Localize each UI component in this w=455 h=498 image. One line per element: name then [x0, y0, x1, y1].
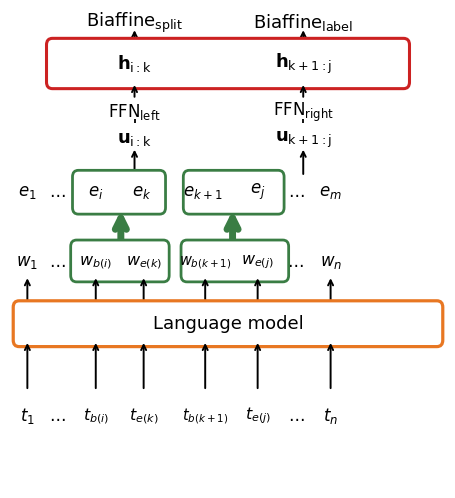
FancyBboxPatch shape [13, 301, 442, 347]
Text: $e_i$: $e_i$ [88, 183, 103, 201]
Text: $\mathbf{u}_{\mathregular{k+1:j}}$: $\mathbf{u}_{\mathregular{k+1:j}}$ [274, 129, 331, 149]
Text: Biaffine$_{\mathregular{split}}$: Biaffine$_{\mathregular{split}}$ [86, 10, 182, 34]
Text: $t_1$: $t_1$ [20, 406, 35, 426]
Text: $w_{e(k)}$: $w_{e(k)}$ [125, 254, 162, 271]
FancyBboxPatch shape [181, 240, 288, 282]
Text: FFN$_{\mathregular{left}}$: FFN$_{\mathregular{left}}$ [108, 102, 161, 122]
Text: Language model: Language model [152, 315, 303, 333]
Text: $w_1$: $w_1$ [16, 253, 38, 271]
FancyBboxPatch shape [72, 170, 165, 214]
Text: $\mathbf{u}_{\mathregular{i:k}}$: $\mathbf{u}_{\mathregular{i:k}}$ [117, 130, 152, 148]
Text: $e_1$: $e_1$ [18, 183, 36, 201]
FancyBboxPatch shape [71, 240, 169, 282]
Text: $e_{k+1}$: $e_{k+1}$ [183, 183, 222, 201]
Text: $w_{b(i)}$: $w_{b(i)}$ [79, 254, 112, 271]
FancyBboxPatch shape [183, 170, 283, 214]
Text: $w_{b(k+1)}$: $w_{b(k+1)}$ [178, 254, 231, 271]
Text: $t_{e(j)}$: $t_{e(j)}$ [244, 405, 270, 426]
Text: $\ldots$: $\ldots$ [49, 183, 65, 201]
FancyBboxPatch shape [46, 38, 409, 89]
Text: $\ldots$: $\ldots$ [288, 183, 304, 201]
Text: $\mathbf{h}_{\mathregular{k+1:j}}$: $\mathbf{h}_{\mathregular{k+1:j}}$ [274, 52, 331, 76]
Text: $\mathbf{h}_{\mathregular{i:k}}$: $\mathbf{h}_{\mathregular{i:k}}$ [117, 53, 152, 74]
Text: $t_{e(k)}$: $t_{e(k)}$ [129, 406, 158, 426]
Text: $e_k$: $e_k$ [131, 183, 151, 201]
Text: $t_{b(i)}$: $t_{b(i)}$ [82, 406, 109, 426]
Text: Biaffine$_{\mathregular{label}}$: Biaffine$_{\mathregular{label}}$ [253, 12, 353, 33]
Text: $t_{b(k+1)}$: $t_{b(k+1)}$ [182, 406, 228, 426]
Text: $\ldots$: $\ldots$ [288, 407, 304, 425]
Text: $\ldots$: $\ldots$ [287, 253, 303, 271]
Text: FFN$_{\mathregular{right}}$: FFN$_{\mathregular{right}}$ [272, 101, 333, 124]
Text: $\ldots$: $\ldots$ [49, 407, 65, 425]
Text: $w_n$: $w_n$ [319, 253, 341, 271]
Text: $t_n$: $t_n$ [322, 406, 338, 426]
Text: $e_m$: $e_m$ [318, 183, 341, 201]
Text: $e_j$: $e_j$ [249, 182, 265, 202]
Text: $w_{e(j)}$: $w_{e(j)}$ [241, 253, 273, 271]
Text: $\ldots$: $\ldots$ [49, 253, 65, 271]
